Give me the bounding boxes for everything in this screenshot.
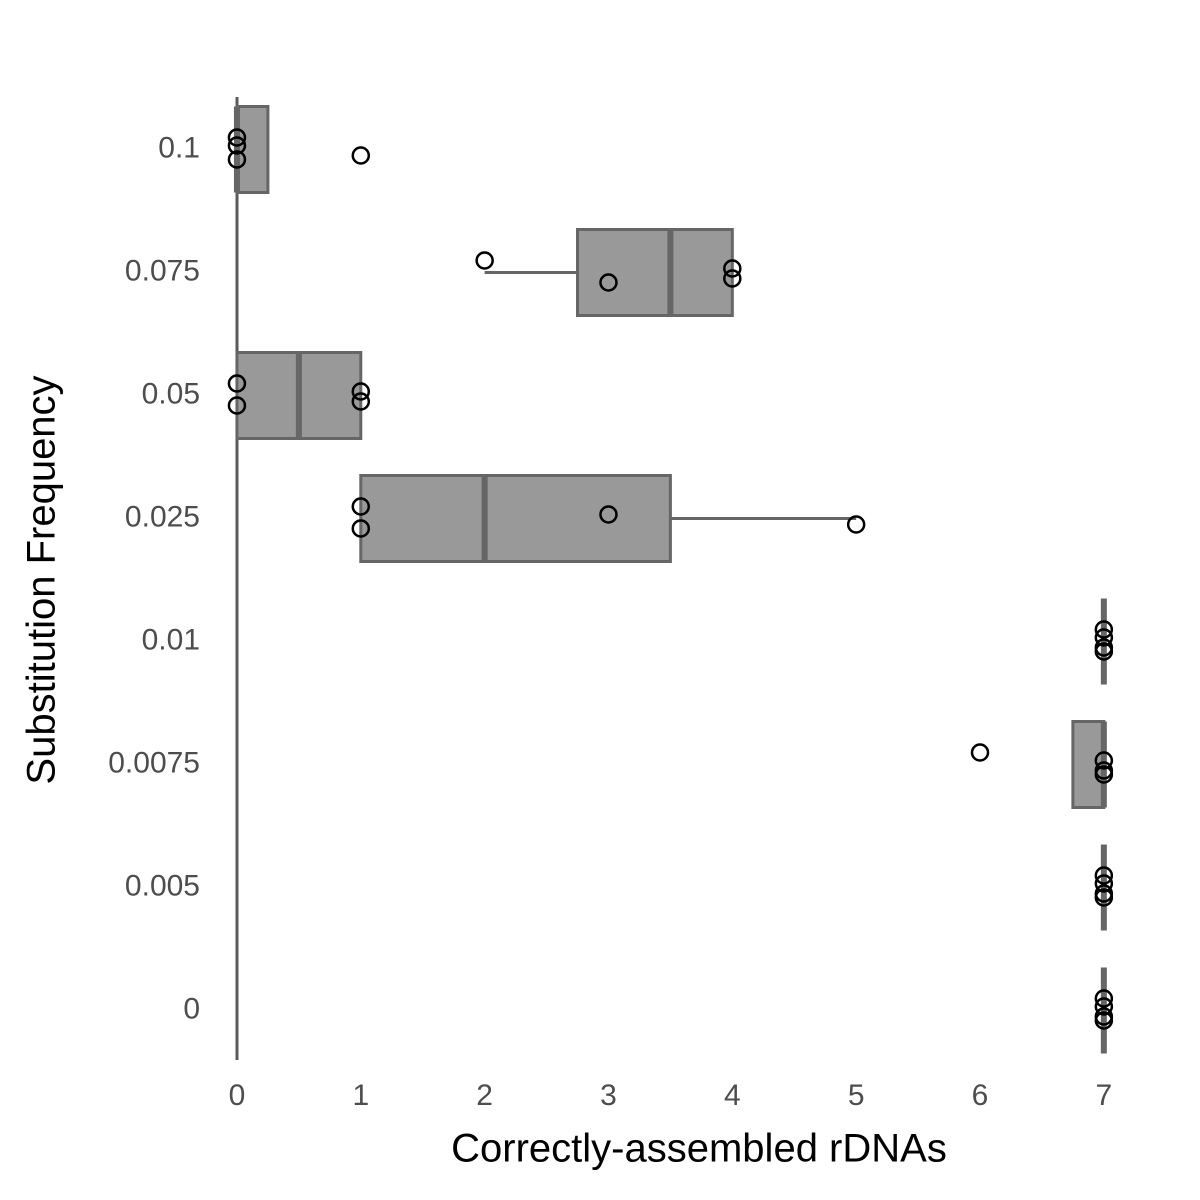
point: [1094, 874, 1114, 893]
point: [1094, 751, 1114, 770]
point: [227, 396, 247, 415]
point: [1094, 1007, 1114, 1026]
y-axis-title: Substitution Frequency: [20, 375, 64, 784]
point: [351, 519, 371, 538]
x-tick-label: 1: [352, 1079, 369, 1112]
point: [1094, 638, 1114, 657]
point: [351, 392, 371, 411]
point: [599, 273, 618, 292]
point: [227, 136, 247, 155]
point: [723, 259, 742, 278]
point: [1094, 866, 1114, 885]
x-tick-label: 5: [848, 1079, 865, 1112]
box: [359, 473, 672, 564]
y-tick-label: 0.1: [158, 131, 200, 164]
point: [1094, 989, 1114, 1008]
point: [1094, 884, 1114, 903]
point: [599, 505, 618, 524]
y-tick-label: 0.005: [125, 869, 200, 902]
point: [351, 382, 371, 401]
x-tick-label: 2: [476, 1079, 493, 1112]
point: [846, 515, 866, 534]
x-tick-label: 0: [229, 1079, 246, 1112]
x-tick-label: 7: [1096, 1079, 1113, 1112]
y-tick-label: 0.025: [125, 500, 200, 533]
y-tick-label: 0.05: [142, 377, 200, 410]
point: [1094, 628, 1114, 647]
box: [235, 104, 270, 195]
x-tick-label: 6: [972, 1079, 989, 1112]
point: [1094, 761, 1114, 780]
point: [723, 269, 742, 288]
y-tick-label: 0.075: [125, 254, 200, 287]
y-tick-label: 0.01: [142, 623, 200, 656]
y-tick-label: 0.0075: [108, 746, 200, 779]
point: [475, 251, 494, 270]
point: [970, 743, 990, 762]
point: [227, 150, 247, 169]
point: [351, 146, 371, 165]
point: [227, 128, 247, 147]
x-tick-label: 4: [724, 1079, 741, 1112]
point: [351, 497, 371, 516]
point: [227, 374, 247, 393]
x-tick-label: 3: [600, 1079, 617, 1112]
point: [1094, 997, 1114, 1016]
x-axis-title: Correctly-assembled rDNAs: [451, 1127, 947, 1171]
point: [1094, 620, 1114, 639]
y-tick-label: 0: [183, 992, 200, 1025]
box: [576, 227, 734, 318]
